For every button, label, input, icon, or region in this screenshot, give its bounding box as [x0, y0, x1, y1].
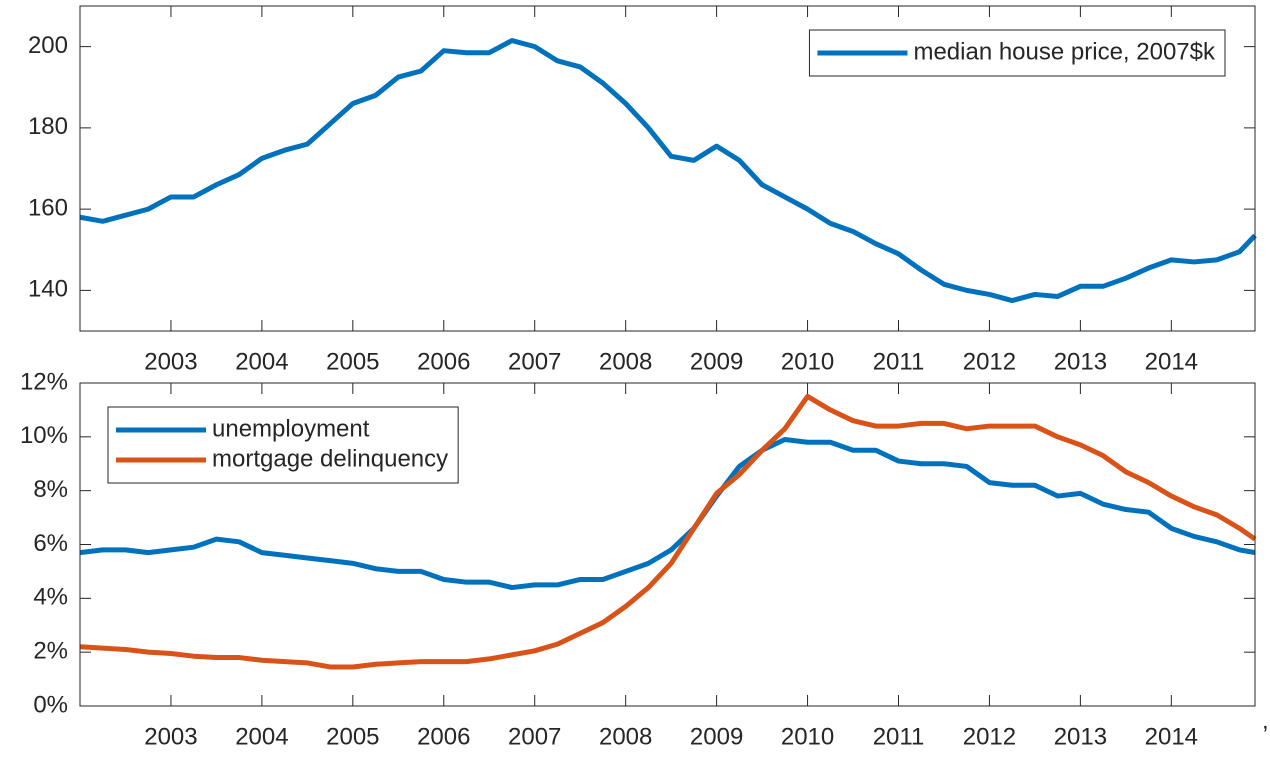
x-tick-label: 2004 — [235, 348, 288, 375]
data-line — [79, 393, 1257, 670]
x-tick-label: 2011 — [873, 723, 925, 750]
x-tick-label: 2012 — [963, 348, 1016, 375]
axes-box — [79, 382, 1256, 707]
x-tick-label: 2005 — [326, 348, 379, 375]
y-tick-label: 6% — [33, 530, 68, 557]
y-tick-label: 160 — [28, 194, 68, 221]
data-line — [79, 38, 1257, 304]
y-tick-label: 4% — [33, 584, 68, 611]
x-tick-label: 2005 — [326, 723, 379, 750]
legend-label: mortgage delinquency — [212, 445, 448, 472]
x-tick-label: 2008 — [599, 348, 652, 375]
x-tick-label: 2010 — [781, 723, 834, 750]
legend-label: median house price, 2007$k — [913, 38, 1216, 65]
y-tick-label: 10% — [20, 422, 68, 449]
y-tick-label: 200 — [28, 32, 68, 59]
y-tick-label: 0% — [33, 691, 68, 718]
legend: unemployment mortgage delinquency — [107, 406, 459, 484]
x-tick-label: 2003 — [144, 723, 197, 750]
y-tick-label: 180 — [28, 113, 68, 140]
y-tick-label: 8% — [33, 476, 68, 503]
x-tick-label: 2007 — [508, 348, 561, 375]
x-tick-label: 2012 — [963, 723, 1016, 750]
x-tick-label: 2011 — [873, 348, 925, 375]
y-tick-label: 140 — [28, 276, 68, 303]
caption: , — [1262, 707, 1269, 734]
legend-box — [107, 406, 459, 484]
x-tick-label: 2003 — [144, 348, 197, 375]
data-line — [79, 437, 1256, 591]
x-tick-label: 2013 — [1054, 348, 1107, 375]
x-tick-label: 2008 — [599, 723, 652, 750]
y-tick-label: 2% — [33, 638, 68, 665]
x-tick-label: 2006 — [417, 348, 470, 375]
x-tick-label: 2007 — [508, 723, 561, 750]
x-tick-label: 2009 — [690, 723, 743, 750]
x-tick-label: 2006 — [417, 723, 470, 750]
x-tick-label: 2014 — [1145, 723, 1198, 750]
legend-label: unemployment — [212, 415, 370, 442]
legend: median house price, 2007$k — [808, 29, 1226, 77]
x-tick-label: 2010 — [781, 348, 834, 375]
x-tick-label: 2013 — [1054, 723, 1107, 750]
x-tick-label: 2004 — [235, 723, 288, 750]
y-tick-label: 12% — [20, 368, 68, 395]
x-tick-label: 2014 — [1145, 348, 1198, 375]
axes-box — [79, 5, 1256, 332]
x-tick-label: 2009 — [690, 348, 743, 375]
